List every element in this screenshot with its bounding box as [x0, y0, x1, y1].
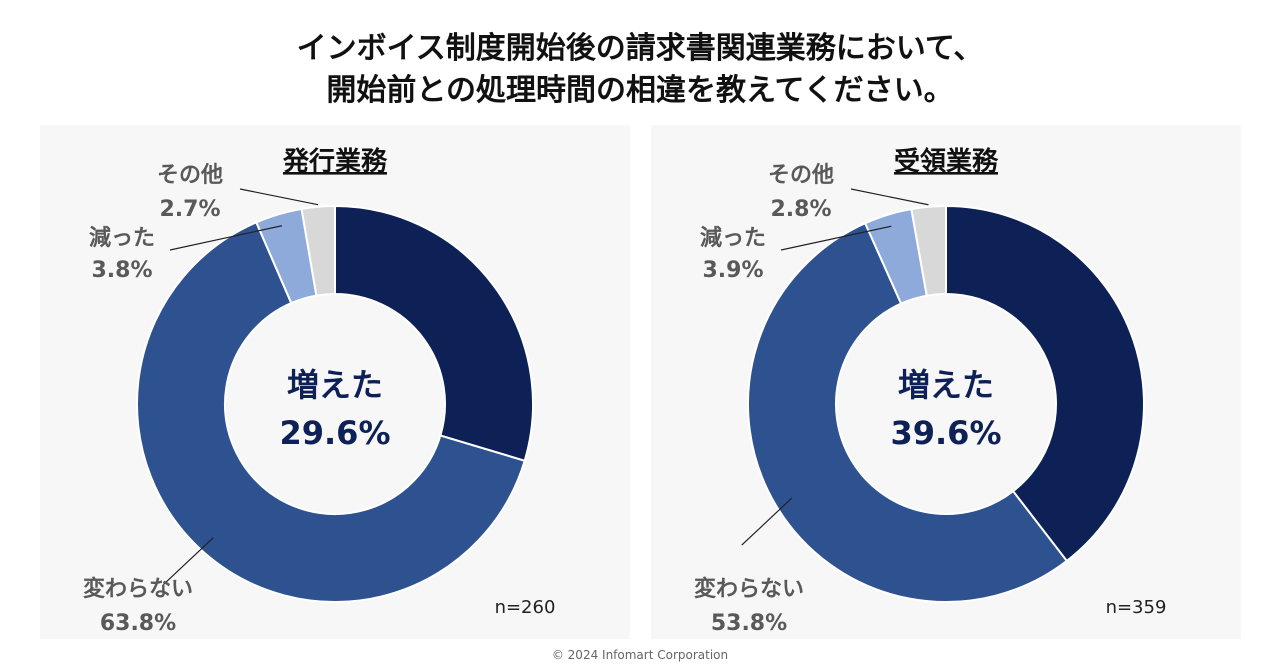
slice-other — [910, 204, 947, 297]
chart-panel-issuance: 発行業務増えた 29.6% 変わらない 63.8% 減った 3.8% その他 2.7% n=26… — [40, 125, 630, 639]
center-value: 39.6% — [890, 414, 1001, 452]
title-line-2: 開始前との処理時間の相違を教えてください。 — [326, 73, 954, 108]
chart-title: 発行業務 — [282, 146, 388, 177]
value-unchanged: 63.8% — [100, 611, 176, 636]
leader-line-other — [850, 188, 929, 206]
leader-line-unchanged — [163, 537, 214, 586]
leader-line-unchanged — [741, 497, 793, 546]
chart-panel-receipt: 受領業務増えた 39.6% 変わらない 53.8% 減った 3.9% その他 2.8% n=35… — [651, 125, 1241, 639]
label-decreased: 減った — [700, 226, 766, 251]
value-decreased: 3.8% — [91, 258, 152, 283]
label-other: その他 — [157, 163, 223, 188]
label-unchanged: 変わらない — [694, 576, 804, 602]
leader-line-decreased — [169, 225, 283, 251]
value-other: 2.7% — [159, 197, 220, 222]
leader-line-other — [239, 188, 319, 206]
label-decreased: 減った — [89, 226, 155, 251]
center-label: 増えた — [898, 366, 994, 404]
center-label: 増えた — [287, 366, 383, 404]
sample-size: n=260 — [495, 597, 556, 618]
center-value: 29.6% — [279, 414, 390, 452]
value-decreased: 3.9% — [702, 258, 763, 283]
slice-unchanged — [747, 221, 1069, 603]
slice-other — [300, 204, 336, 297]
leader-line-decreased — [780, 225, 892, 251]
slice-increased — [945, 204, 1145, 563]
label-other: その他 — [768, 163, 834, 188]
sample-size: n=359 — [1106, 597, 1167, 618]
title-line-1: インボイス制度開始後の請求書関連業務において、 — [296, 31, 984, 66]
page-title: インボイス制度開始後の請求書関連業務において、 開始前との処理時間の相違を教えて… — [0, 28, 1280, 112]
slice-unchanged — [136, 220, 526, 603]
value-unchanged: 53.8% — [711, 611, 787, 636]
chart-title: 受領業務 — [894, 146, 999, 177]
copyright-footer: © 2024 Infomart Corporation — [551, 648, 729, 662]
slice-increased — [334, 204, 534, 463]
label-unchanged: 変わらない — [83, 576, 193, 602]
value-other: 2.8% — [770, 197, 831, 222]
